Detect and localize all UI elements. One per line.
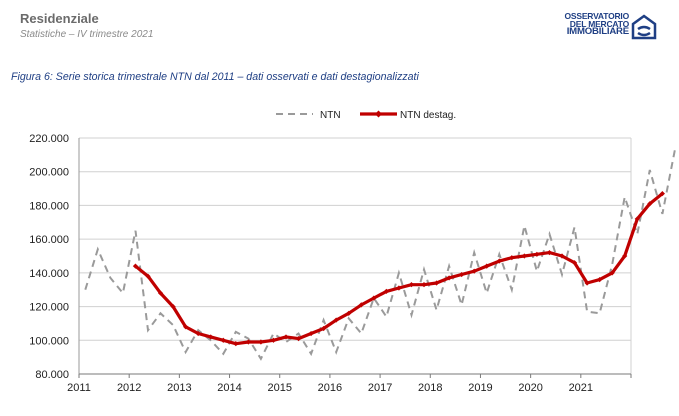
data-point-destag [321, 325, 327, 332]
x-tick-label: 2011 [67, 382, 91, 394]
data-point-destag [584, 280, 590, 286]
data-point-destag [346, 310, 352, 316]
legend: NTN NTN destag. [276, 110, 456, 121]
logo-text: OSSERVATORIO DEL MERCATO IMMOBILIARE [549, 11, 629, 37]
data-point-destag [421, 282, 427, 288]
data-point-destag [534, 251, 540, 257]
logo-line-2: DEL MERCATO [569, 19, 629, 29]
x-axis: 2011 2012 2013 2014 2015 2016 2017 2018 2019 2020… [67, 373, 632, 394]
legend-label-ntn-destag: NTN destag. [400, 110, 456, 121]
data-point-destag [634, 216, 640, 222]
data-point-destag [183, 324, 189, 330]
house-icon [631, 14, 657, 40]
data-point-destag [622, 253, 628, 259]
page-subtitle: Statistiche – IV trimestre 2021 [20, 29, 154, 40]
x-tick-label: 2016 [318, 382, 342, 394]
logo-line-1: OSSERVATORIO [564, 11, 629, 21]
data-point-destag [408, 282, 415, 288]
page-title: Residenziale [20, 11, 99, 26]
x-tick-label: 2020 [518, 382, 542, 394]
data-point-destag [597, 277, 603, 283]
data-point-destag [157, 290, 164, 296]
data-point-destag [132, 263, 139, 269]
data-point-destag [233, 341, 239, 347]
y-axis: 80.000 100.000 120.000 140.000 160.000 180.00… [29, 133, 80, 381]
y-tick-label: 160.000 [29, 234, 69, 246]
osservatorio-logo: OSSERVATORIO DEL MERCATO IMMOBILIARE [549, 12, 661, 44]
data-point-destag [559, 253, 565, 259]
data-point-destag [396, 285, 402, 291]
y-tick-label: 140.000 [29, 268, 69, 280]
y-tick-label: 120.000 [29, 302, 69, 314]
data-point-destag [308, 330, 314, 337]
x-tick-label: 2021 [569, 382, 593, 394]
y-tick-label: 180.000 [29, 200, 69, 212]
data-point-destag [295, 336, 302, 342]
data-point-destag [270, 337, 277, 343]
data-point-destag [521, 253, 527, 259]
x-tick-label: 2015 [267, 382, 291, 394]
series-line-ntn [84, 149, 676, 361]
y-tick-label: 220.000 [29, 133, 69, 145]
legend-label-ntn: NTN [320, 110, 341, 121]
gridlines [79, 137, 632, 375]
data-point-destag [509, 255, 515, 261]
x-tick-label: 2019 [468, 382, 492, 394]
data-point-destag [208, 334, 214, 340]
data-point-destag [546, 250, 553, 256]
x-tick-label: 2014 [217, 382, 241, 394]
y-tick-label: 100.000 [29, 335, 69, 347]
y-tick-label: 80.000 [35, 369, 69, 381]
data-point-destag [484, 263, 490, 269]
data-point-destag [283, 334, 289, 340]
data-point-destag [170, 303, 176, 310]
data-point-destag [446, 275, 452, 281]
legend-marker-ntn-destag [375, 110, 382, 118]
data-point-destag [245, 339, 251, 345]
data-point-destag [258, 339, 264, 345]
x-tick-label: 2013 [167, 382, 191, 394]
data-point-destag [371, 295, 377, 301]
data-point-destag [333, 317, 339, 323]
data-point-destag [471, 268, 477, 274]
data-point-destag [571, 260, 578, 266]
data-point-destag [647, 201, 653, 207]
data-point-destag [459, 271, 465, 278]
data-point-destag [433, 280, 440, 286]
figure-caption: Figura 6: Serie storica trimestrale NTN … [11, 71, 419, 83]
y-tick-label: 200.000 [29, 167, 69, 179]
data-point-destag [383, 288, 389, 294]
series-line-ntn-destag [134, 192, 664, 346]
data-point-destag [496, 258, 502, 264]
data-point-destag [358, 302, 364, 308]
data-point-destag [195, 330, 201, 337]
data-point-destag [659, 191, 665, 197]
logo-line-3: IMMOBILIARE [566, 26, 629, 37]
data-point-destag [609, 270, 615, 276]
data-point-destag [220, 337, 226, 343]
data-point-destag [145, 273, 151, 279]
x-tick-label: 2017 [368, 382, 392, 394]
x-tick-label: 2012 [117, 382, 141, 394]
x-tick-label: 2018 [418, 382, 442, 394]
series-group [84, 149, 676, 361]
